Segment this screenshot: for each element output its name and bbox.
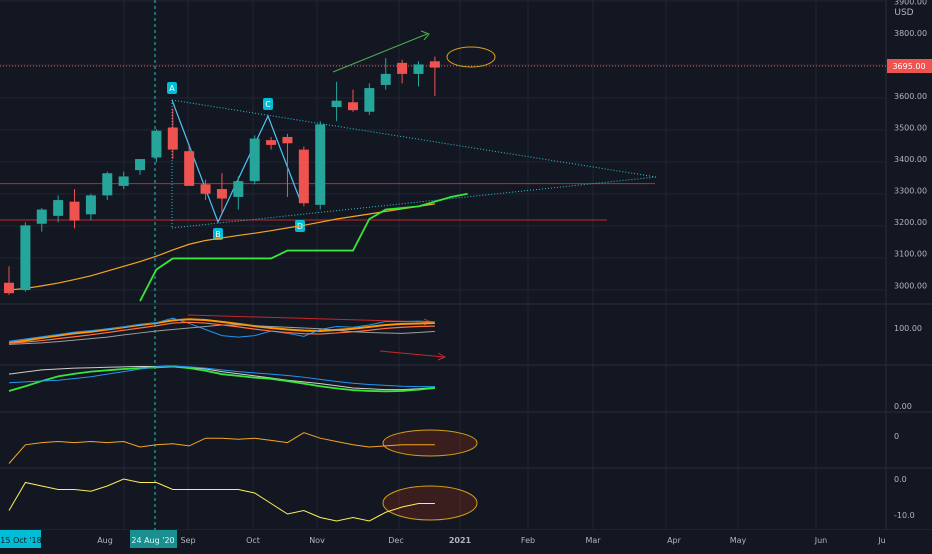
time-axis-background xyxy=(0,530,932,550)
current-price-label: 3695.00 xyxy=(892,62,925,71)
trend-arrow-green[interactable] xyxy=(332,33,428,73)
abcd-zigzag[interactable] xyxy=(171,99,301,224)
candle-body[interactable] xyxy=(118,176,129,186)
divergence-line[interactable] xyxy=(379,350,445,358)
current-price-badge[interactable] xyxy=(887,59,932,73)
time-tick-label: Apr xyxy=(667,536,682,545)
candle-body[interactable] xyxy=(380,73,391,85)
candle-body[interactable] xyxy=(249,138,260,182)
crosshair-date-badge[interactable] xyxy=(130,530,177,548)
indicator-tick-label: -10.0 xyxy=(894,511,915,520)
candle-body[interactable] xyxy=(53,200,64,216)
time-axis[interactable]: Aug Sep Oct Nov Dec 2021 Feb Mar Apr May Jun Ju 15 O… xyxy=(0,530,932,550)
highlight-ellipse[interactable] xyxy=(382,429,478,457)
indicator-series-line xyxy=(8,478,435,522)
indicator-pane-3[interactable] xyxy=(8,432,435,464)
price-tick-label: 3800.00 xyxy=(894,29,927,38)
candle-body[interactable] xyxy=(69,201,80,221)
price-overlays xyxy=(8,192,468,302)
pattern-label: C xyxy=(265,100,271,109)
time-tick-label: Dec xyxy=(388,536,403,545)
time-tick-label: Feb xyxy=(521,536,535,545)
price-tick-label: 3500.00 xyxy=(894,124,927,133)
candle-body[interactable] xyxy=(20,225,31,291)
moving-average-line xyxy=(8,203,435,291)
price-scale[interactable]: USD 3900.003800.003700.003600.003500.003… xyxy=(887,0,932,520)
time-tick-label: May xyxy=(730,536,747,545)
indicator-series-line xyxy=(8,365,435,388)
candle-body[interactable] xyxy=(429,61,440,68)
highlight-ellipse[interactable] xyxy=(446,46,496,68)
currency-label: USD xyxy=(894,8,913,18)
pattern-label: A xyxy=(169,84,175,93)
pattern-point-c[interactable] xyxy=(263,98,273,110)
price-tick-label: 3200.00 xyxy=(894,218,927,227)
candle-body[interactable] xyxy=(347,102,358,111)
triangle-upper-edge xyxy=(171,99,657,178)
indicator-series-line xyxy=(8,365,435,391)
candle-body[interactable] xyxy=(315,124,326,205)
time-tick-label: Aug xyxy=(97,536,113,545)
indicator-tick-label: 100.00 xyxy=(894,324,922,333)
arrow-head xyxy=(437,352,447,361)
candle-body[interactable] xyxy=(167,127,178,150)
time-tick-label: Mar xyxy=(585,536,601,545)
indicator-tick-label: 0.0 xyxy=(894,475,907,484)
indicator-series-line xyxy=(8,432,435,464)
indicator-pane-4[interactable] xyxy=(8,478,435,522)
price-tick-label: 3000.00 xyxy=(894,281,927,290)
candle-body[interactable] xyxy=(184,151,195,186)
candles[interactable] xyxy=(4,56,440,295)
indicator-tick-label: 0 xyxy=(894,432,899,441)
candle-body[interactable] xyxy=(36,209,47,224)
price-tick-label: 3100.00 xyxy=(894,250,927,259)
candle-body[interactable] xyxy=(397,62,408,74)
candle-body[interactable] xyxy=(85,195,96,215)
candle-body[interactable] xyxy=(102,173,113,196)
left-date-badge[interactable] xyxy=(0,530,41,548)
crosshair-date-label: 24 Aug '20 xyxy=(131,536,174,545)
indicator-series-line xyxy=(8,318,435,344)
grid-lines xyxy=(0,0,886,530)
indicator-series-line xyxy=(8,317,435,342)
pattern-point-b[interactable] xyxy=(213,228,223,240)
arrow-head xyxy=(420,30,430,41)
divergence-line[interactable] xyxy=(187,314,431,323)
time-tick-label: 2021 xyxy=(449,536,472,545)
candle-body[interactable] xyxy=(4,282,14,294)
indicator-series-line xyxy=(8,365,435,393)
time-tick-label: Ju xyxy=(877,536,885,545)
candle-body[interactable] xyxy=(331,100,342,108)
trend-step-line xyxy=(139,192,468,302)
time-tick-label: Jun xyxy=(814,536,828,545)
time-tick-label: Sep xyxy=(180,536,195,545)
indicator-tick-label: 0.00 xyxy=(894,402,912,411)
candle-body[interactable] xyxy=(233,181,244,197)
candle-body[interactable] xyxy=(151,130,162,158)
pattern-point-a[interactable] xyxy=(167,82,177,94)
time-tick-label: Oct xyxy=(246,536,260,545)
indicator-pane-2[interactable] xyxy=(8,365,435,393)
candle-body[interactable] xyxy=(200,184,211,194)
price-tick-label: 3300.00 xyxy=(894,187,927,196)
candle-body[interactable] xyxy=(298,149,309,204)
price-tick-label: 3900.00 xyxy=(894,0,927,6)
candle-body[interactable] xyxy=(282,136,293,144)
indicator-series-line xyxy=(8,321,435,344)
time-tick-label: Nov xyxy=(309,536,325,545)
candle-body[interactable] xyxy=(364,88,375,112)
candle-body[interactable] xyxy=(135,159,146,171)
price-tick-label: 3400.00 xyxy=(894,155,927,164)
candle-body[interactable] xyxy=(216,189,227,199)
candle-body[interactable] xyxy=(266,140,277,145)
candle-body[interactable] xyxy=(413,64,424,74)
indicator-pane-1[interactable] xyxy=(8,317,435,345)
price-tick-label: 3600.00 xyxy=(894,92,927,101)
pattern-label: B xyxy=(215,230,221,239)
triangle-lower-edge xyxy=(171,176,657,229)
left-date-label: 15 Oct '18 xyxy=(0,536,41,545)
